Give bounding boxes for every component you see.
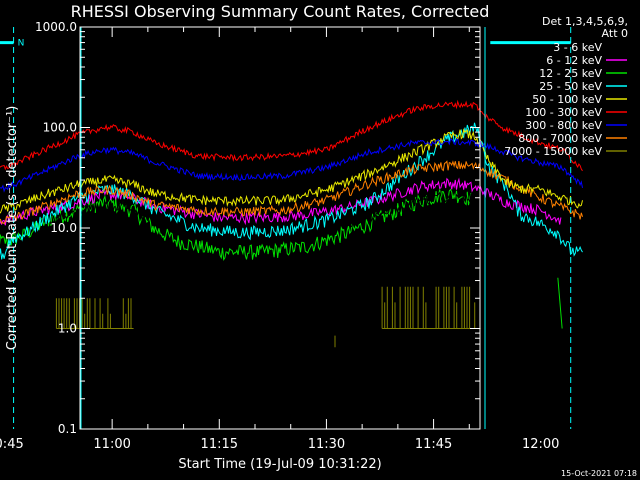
y-tick-label: 1000.0 bbox=[35, 20, 77, 34]
x-tick-label: 11:15 bbox=[201, 437, 238, 452]
legend-label: 300 - 800 keV bbox=[525, 119, 602, 132]
attenuator-state-label: N bbox=[18, 39, 25, 49]
y-axis-label: Corrected Count Rate (s⁻¹ detector⁻¹) bbox=[5, 106, 20, 351]
legend-label: 7000 - 15000 keV bbox=[504, 145, 602, 158]
legend-label: 50 - 100 keV bbox=[532, 93, 602, 106]
x-tick-label: 12:00 bbox=[522, 437, 559, 452]
y-axis-ticks: 0.1 1.0 10.0 100.0 1000.0 bbox=[35, 20, 480, 436]
series-50-100kev bbox=[0, 128, 583, 214]
x-tick-label: 11:00 bbox=[93, 437, 130, 452]
y-tick-label: 10.0 bbox=[50, 221, 77, 235]
y-tick-label: 100.0 bbox=[43, 121, 77, 135]
y-tick-label: 1.0 bbox=[58, 322, 77, 336]
x-tick-label: 10:45 bbox=[0, 437, 24, 452]
legend-label: 3 - 6 keV bbox=[553, 41, 602, 54]
plot-series: N bbox=[0, 27, 583, 429]
chart-title: RHESSI Observing Summary Count Rates, Co… bbox=[71, 2, 490, 21]
series-300-800kev bbox=[0, 138, 583, 193]
footer-timestamp: 15-Oct-2021 07:18 bbox=[561, 469, 637, 478]
series-7000-15000kev-block bbox=[55, 298, 134, 329]
series-25-50kev bbox=[0, 122, 583, 260]
legend-label: 25 - 50 keV bbox=[539, 80, 602, 93]
legend-label: 6 - 12 keV bbox=[546, 54, 602, 67]
legend-label: 100 - 300 keV bbox=[525, 106, 602, 119]
x-axis-label: Start Time (19-Jul-09 10:31:22) bbox=[178, 457, 381, 472]
legend-label: 12 - 25 keV bbox=[539, 67, 602, 80]
series-800-7000kev bbox=[0, 160, 583, 225]
legend-header-line1: Det 1,3,4,5,6,9, bbox=[542, 15, 628, 28]
legend-header-line2: Att 0 bbox=[602, 27, 628, 40]
y-tick-label: 0.1 bbox=[58, 422, 77, 436]
legend-label: 800 - 7000 keV bbox=[518, 132, 602, 145]
x-axis-ticks: 10:45 11:00 11:15 11:30 11:45 12:00 bbox=[0, 27, 559, 452]
series-100-300kev bbox=[0, 99, 583, 172]
series-12-25kev-drop bbox=[557, 277, 563, 329]
x-tick-label: 11:30 bbox=[308, 437, 345, 452]
x-tick-label: 11:45 bbox=[415, 437, 452, 452]
